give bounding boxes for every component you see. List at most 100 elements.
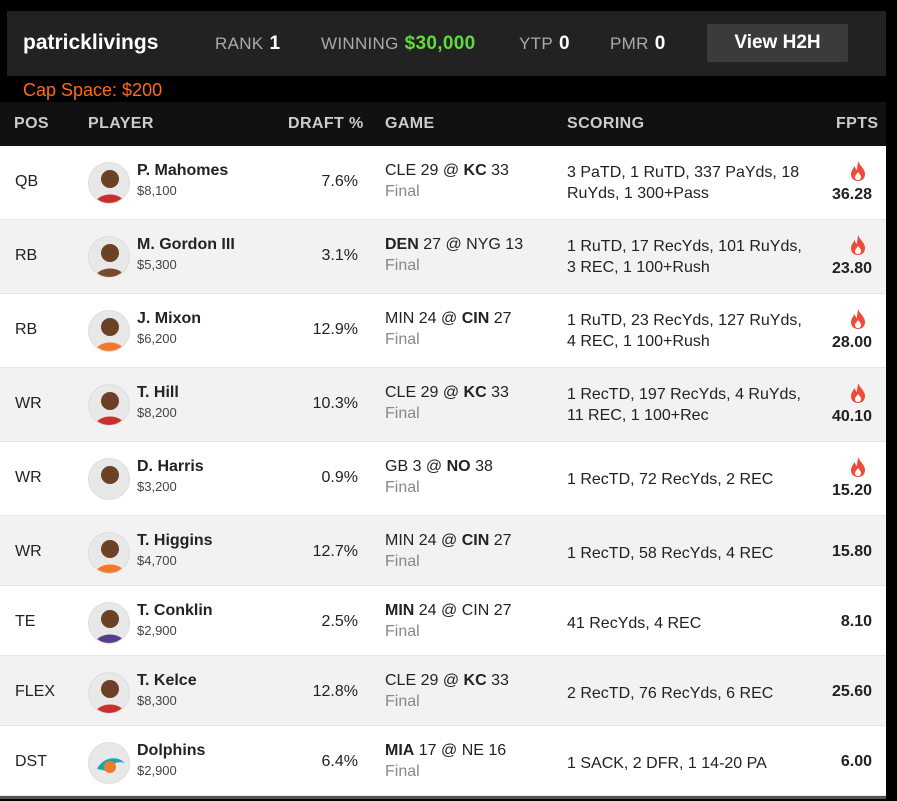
player-avatar[interactable] — [88, 672, 130, 714]
player-name[interactable]: T. Higgins — [137, 532, 213, 549]
game-matchup: MIN 24 @ CIN 27 — [385, 602, 512, 619]
player-name[interactable]: M. Gordon III — [137, 236, 235, 253]
player-salary: $8,100 — [137, 183, 177, 198]
game-matchup: CLE 29 @ KC 33 — [385, 384, 509, 401]
scoring-breakdown: 41 RecYds, 4 REC — [567, 615, 702, 632]
home-team: NYG — [466, 236, 501, 253]
draft-percent: 12.9% — [312, 321, 358, 338]
draft-percent: 2.5% — [321, 613, 358, 630]
scoring-breakdown: 1 RecTD, 58 RecYds, 4 REC — [567, 545, 774, 562]
game-matchup: CLE 29 @ KC 33 — [385, 672, 509, 689]
rank-label: RANK — [215, 34, 264, 53]
home-score: 16 — [488, 742, 507, 759]
table-bottom-border — [0, 796, 886, 799]
fantasy-points: 36.28 — [831, 186, 872, 203]
home-team: KC — [463, 162, 487, 179]
away-team: MIN — [385, 602, 415, 619]
home-team: NO — [446, 458, 471, 475]
winning-stat: WINNING $30,000 — [321, 33, 475, 55]
fire-icon — [851, 457, 865, 477]
col-draft[interactable]: DRAFT % — [288, 115, 364, 132]
game-matchup: MIN 24 @ CIN 27 — [385, 532, 512, 549]
fantasy-points: 23.80 — [831, 260, 872, 277]
home-team: CIN — [461, 310, 490, 327]
pmr-label: PMR — [610, 34, 649, 53]
game-matchup: MIN 24 @ CIN 27 — [385, 310, 512, 327]
col-player[interactable]: PLAYER — [88, 115, 154, 132]
table-row[interactable]: RB J. Mixon $6,200 12.9% MIN 24 @ CIN 27… — [0, 294, 886, 368]
fantasy-points: 8.10 — [840, 613, 872, 630]
scoring-breakdown: 1 RecTD, 197 RecYds, 4 RuYds, 11 REC, 1 … — [567, 386, 801, 424]
col-fpts[interactable]: FPTS — [836, 115, 879, 132]
position-label: TE — [15, 613, 36, 630]
player-avatar[interactable] — [88, 742, 130, 784]
player-salary: $2,900 — [137, 623, 177, 638]
col-game[interactable]: GAME — [385, 115, 435, 132]
position-label: QB — [15, 173, 39, 190]
away-team: CLE — [385, 384, 417, 401]
scoring-breakdown: 2 RecTD, 76 RecYds, 6 REC — [567, 685, 774, 702]
table-row[interactable]: WR D. Harris $3,200 0.9% GB 3 @ NO 38 Fi… — [0, 442, 886, 516]
player-name[interactable]: T. Kelce — [137, 672, 197, 689]
away-team: CLE — [385, 162, 417, 179]
home-score: 33 — [491, 162, 509, 179]
scoring-breakdown: 1 RuTD, 17 RecYds, 101 RuYds, 3 REC, 1 1… — [567, 238, 802, 276]
home-team: NE — [461, 742, 484, 759]
table-row[interactable]: FLEX T. Kelce $8,300 12.8% CLE 29 @ KC 3… — [0, 656, 886, 726]
game-status: Final — [385, 763, 420, 780]
ytp-label: YTP — [519, 34, 553, 53]
draft-percent: 10.3% — [312, 395, 358, 412]
away-score: 17 — [418, 742, 437, 759]
player-avatar[interactable] — [88, 458, 130, 500]
game-matchup: CLE 29 @ KC 33 — [385, 162, 509, 179]
player-avatar[interactable] — [88, 532, 130, 574]
table-row[interactable]: QB P. Mahomes $8,100 7.6% CLE 29 @ KC 33… — [0, 146, 886, 220]
pmr-stat: PMR 0 — [610, 33, 666, 55]
position-label: WR — [15, 395, 42, 412]
away-team: DEN — [385, 236, 419, 253]
home-score: 27 — [493, 532, 512, 549]
draft-percent: 12.7% — [312, 543, 358, 560]
col-scoring[interactable]: SCORING — [567, 115, 645, 132]
away-score: 29 — [420, 162, 439, 179]
table-row[interactable]: WR T. Hill $8,200 10.3% CLE 29 @ KC 33 F… — [0, 368, 886, 442]
player-name[interactable]: T. Hill — [137, 384, 179, 401]
fantasy-points: 15.20 — [831, 482, 872, 499]
winning-label: WINNING — [321, 34, 399, 53]
home-team: CIN — [461, 602, 490, 619]
draft-percent: 12.8% — [312, 683, 358, 700]
draft-percent: 7.6% — [321, 173, 358, 190]
player-salary: $8,300 — [137, 693, 177, 708]
game-status: Final — [385, 479, 420, 496]
table-row[interactable]: WR T. Higgins $4,700 12.7% MIN 24 @ CIN … — [0, 516, 886, 586]
away-team: CLE — [385, 672, 417, 689]
home-team: KC — [463, 672, 487, 689]
player-avatar[interactable] — [88, 162, 130, 204]
table-row[interactable]: RB M. Gordon III $5,300 3.1% DEN 27 @ NY… — [0, 220, 886, 294]
contest-header-bar: patricklivings RANK 1 WINNING $30,000 YTP 0… — [7, 11, 886, 76]
player-name[interactable]: Dolphins — [137, 742, 206, 759]
rank-value: 1 — [269, 33, 281, 54]
position-label: RB — [15, 247, 38, 264]
draft-percent: 0.9% — [321, 469, 358, 486]
player-avatar[interactable] — [88, 236, 130, 278]
player-name[interactable]: T. Conklin — [137, 602, 213, 619]
player-name[interactable]: P. Mahomes — [137, 162, 229, 179]
view-h2h-button[interactable]: View H2H — [707, 24, 848, 62]
player-salary: $2,900 — [137, 763, 177, 778]
scoring-breakdown: 1 SACK, 2 DFR, 1 14-20 PA — [567, 755, 767, 772]
player-name[interactable]: D. Harris — [137, 458, 204, 475]
position-label: WR — [15, 469, 42, 486]
table-row[interactable]: TE T. Conklin $2,900 2.5% MIN 24 @ CIN 2… — [0, 586, 886, 656]
player-avatar[interactable] — [88, 310, 130, 352]
player-salary: $4,700 — [137, 553, 177, 568]
player-name[interactable]: J. Mixon — [137, 310, 202, 327]
winning-value: $30,000 — [404, 33, 476, 54]
position-label: DST — [15, 753, 47, 770]
player-salary: $6,200 — [137, 331, 177, 346]
table-row[interactable]: DST Dolphins $2,900 6.4% MIA 17 @ NE 16 … — [0, 726, 886, 796]
player-avatar[interactable] — [88, 602, 130, 644]
away-score: 29 — [420, 384, 439, 401]
player-avatar[interactable] — [88, 384, 130, 426]
col-pos[interactable]: POS — [14, 115, 49, 132]
